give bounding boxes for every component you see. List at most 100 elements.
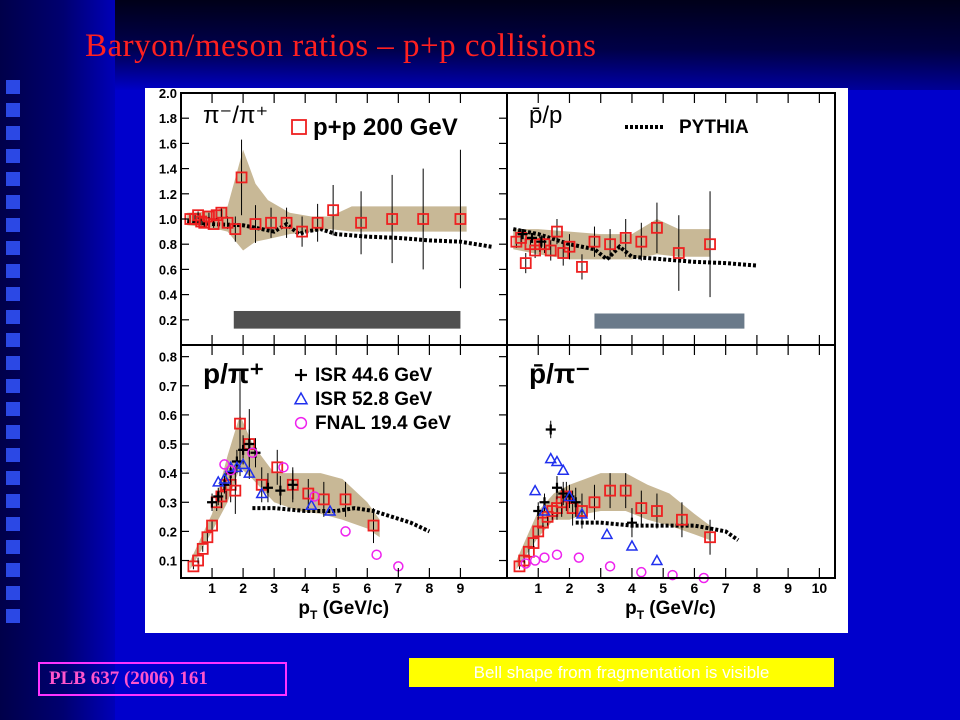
reference-citation: PLB 637 (2006) 161 <box>38 662 287 696</box>
decorative-square <box>6 264 20 278</box>
data-point-circle <box>309 491 320 502</box>
data-point-circle <box>573 552 585 563</box>
x-tick-label: 1 <box>208 580 216 596</box>
data-point-square <box>519 257 532 270</box>
y-tick-label: 1.4 <box>159 162 178 177</box>
x-tick-label: 8 <box>753 580 761 596</box>
x-tick-label: 3 <box>597 580 605 596</box>
data-point-square <box>704 238 716 251</box>
data-point-square <box>206 519 218 532</box>
data-point-triangle <box>293 391 309 405</box>
data-point-triangle <box>538 504 551 516</box>
x-tick-label: 6 <box>691 580 699 596</box>
y-tick-label: 0.6 <box>159 262 177 277</box>
data-point-circle <box>278 462 289 473</box>
decorative-square <box>6 310 20 324</box>
decorative-square <box>6 241 20 255</box>
y-tick-label: 0.1 <box>159 554 177 569</box>
data-point-cross <box>545 424 556 435</box>
decorative-square <box>6 563 20 577</box>
data-point-square <box>367 519 380 532</box>
panel-label: π⁻/π⁺ <box>203 102 268 129</box>
pythia-curve <box>512 227 758 268</box>
data-point-triangle <box>600 527 614 540</box>
data-point-square <box>302 487 315 500</box>
x-tick-label: 6 <box>363 580 371 596</box>
data-point-square <box>651 221 663 234</box>
x-tick-label: 9 <box>784 580 792 596</box>
data-point-triangle <box>528 484 542 496</box>
data-point-circle <box>539 552 550 563</box>
data-point-square <box>215 206 228 219</box>
data-point-triangle <box>575 507 589 519</box>
decorative-squares <box>6 80 26 640</box>
x-tick-label: 7 <box>394 580 402 596</box>
series-isr-44-6-gev <box>533 420 637 538</box>
legend-label: ISR 52.8 GeV <box>315 389 433 410</box>
data-point-triangle <box>255 486 268 499</box>
pythia-curve <box>187 219 492 249</box>
y-tick-label: 1.0 <box>159 212 177 227</box>
data-point-triangle <box>243 466 256 478</box>
y-tick-label: 1.2 <box>159 187 177 202</box>
data-point-square <box>576 505 588 517</box>
data-point-triangle <box>236 457 250 470</box>
data-point-square <box>635 235 648 248</box>
x-tick-label: 9 <box>457 580 465 596</box>
x-tick-label: 2 <box>239 580 247 596</box>
data-point-circle <box>247 447 258 459</box>
data-point-square <box>386 213 399 225</box>
normalization-bar <box>233 310 461 329</box>
data-point-square <box>672 247 685 259</box>
data-point-square <box>576 260 588 273</box>
data-point-square <box>557 247 570 259</box>
data-point-square <box>588 235 601 248</box>
panel-frame <box>506 92 836 346</box>
data-point-square <box>271 461 284 474</box>
decorative-square <box>6 540 20 554</box>
data-point-square <box>207 218 220 230</box>
data-point-square <box>229 484 242 497</box>
annotation-note: Bell shape from fragmentation is visible <box>409 658 834 687</box>
pythia-curve <box>575 520 740 542</box>
x-tick-label: 5 <box>659 580 667 596</box>
data-point-square <box>635 502 648 515</box>
ratio-panel-3: 0.1 0.2 0.3 0.4 0.5 0.6 0.7 0.8 1 2 3 4 5 6 7 8 9 p/π⁺ pT … <box>159 344 508 622</box>
x-axis-title: pT (GeV/c) <box>298 598 389 622</box>
y-tick-label: 0.3 <box>159 495 177 510</box>
data-point-circle <box>604 561 616 572</box>
decorative-square <box>6 425 20 439</box>
data-point-square <box>604 484 616 497</box>
decorative-square <box>6 471 20 485</box>
data-point-circle <box>219 459 230 470</box>
decorative-square <box>6 494 20 508</box>
y-tick-label: 0.5 <box>159 437 177 452</box>
data-point-square <box>339 493 352 506</box>
data-point-triangle <box>563 489 576 502</box>
decorative-square <box>6 80 20 94</box>
data-point-circle <box>371 549 382 560</box>
ratio-panel-4: 1 2 3 4 5 6 7 8 9 10 p̄/π⁻ pT (GeV/c) <box>506 344 836 622</box>
ratio-figure: 0.2 0.4 0.6 0.8 1.0 1.2 1.4 1.6 1.8 2.0 π⁻/π⁺ p+p 2… <box>145 88 848 633</box>
y-tick-label: 2.0 <box>159 88 177 101</box>
data-point-cross <box>526 232 537 243</box>
data-point-cross <box>207 497 218 508</box>
data-point-square <box>588 496 601 509</box>
x-tick-label: 3 <box>270 580 278 596</box>
decorative-square <box>6 609 20 623</box>
data-point-square <box>619 484 632 497</box>
decorative-square <box>6 586 20 600</box>
panel-frame <box>506 344 836 579</box>
data-point-square <box>235 171 248 184</box>
data-point-square <box>604 238 616 251</box>
y-tick-label: 0.6 <box>159 408 177 423</box>
data-point-square <box>355 216 367 229</box>
data-point-square <box>291 119 307 135</box>
data-point-triangle <box>556 463 570 475</box>
normalization-bar <box>594 313 745 329</box>
data-point-triangle <box>550 454 564 467</box>
systematic-band <box>190 414 380 570</box>
systematic-band <box>187 149 467 251</box>
data-point-square <box>229 223 242 235</box>
decorative-square <box>6 149 20 163</box>
